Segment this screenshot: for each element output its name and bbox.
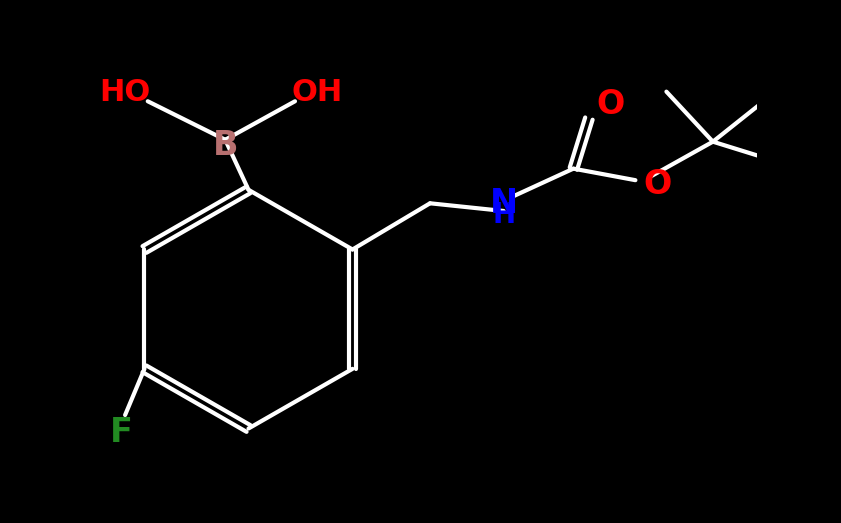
Text: O: O xyxy=(596,88,625,121)
Text: N: N xyxy=(489,187,518,220)
Text: F: F xyxy=(110,416,133,449)
Text: H: H xyxy=(492,201,516,229)
Text: O: O xyxy=(643,167,671,200)
Text: HO: HO xyxy=(99,77,151,107)
Text: OH: OH xyxy=(291,77,342,107)
Text: B: B xyxy=(213,129,238,163)
